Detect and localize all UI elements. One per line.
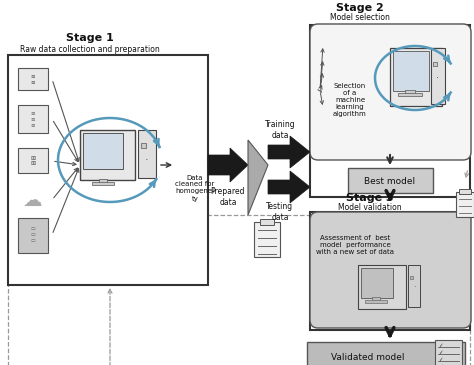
Bar: [358, 265, 406, 309]
Bar: [260, 219, 274, 225]
Bar: [459, 189, 471, 194]
Polygon shape: [248, 140, 268, 215]
Text: Prepared
data: Prepared data: [211, 187, 245, 207]
Polygon shape: [268, 136, 310, 168]
Text: Stage 3: Stage 3: [346, 193, 394, 203]
Bar: [138, 130, 156, 178]
Bar: [254, 222, 280, 257]
Bar: [310, 212, 470, 330]
Bar: [8, 215, 470, 365]
Text: ✓: ✓: [438, 350, 443, 356]
Text: Training
data: Training data: [264, 120, 295, 140]
Bar: [18, 218, 48, 253]
Bar: [80, 130, 135, 180]
Bar: [372, 297, 380, 301]
Text: Model selection: Model selection: [330, 14, 390, 23]
Bar: [456, 192, 474, 217]
Text: ▭
▭
▭: ▭ ▭ ▭: [31, 227, 35, 243]
Text: Testing
data: Testing data: [266, 202, 293, 222]
Bar: [8, 55, 208, 285]
Polygon shape: [268, 171, 310, 203]
Bar: [390, 48, 442, 106]
FancyBboxPatch shape: [310, 24, 471, 160]
Text: ·: ·: [437, 73, 439, 83]
Text: ☁: ☁: [23, 191, 43, 210]
Text: ✓: ✓: [438, 357, 443, 362]
Text: Stage 1: Stage 1: [66, 33, 114, 43]
Bar: [433, 62, 437, 66]
Bar: [310, 25, 470, 197]
Bar: [408, 265, 420, 307]
Bar: [141, 143, 146, 148]
Bar: [410, 276, 413, 279]
Text: Validated model: Validated model: [331, 353, 405, 361]
Text: Raw data collection and preparation: Raw data collection and preparation: [20, 46, 160, 54]
Bar: [361, 268, 393, 298]
Text: Data
cleaned for
homogenei
ty: Data cleaned for homogenei ty: [175, 174, 215, 201]
Bar: [348, 168, 433, 193]
Text: ·: ·: [145, 155, 149, 165]
Bar: [405, 90, 415, 94]
Bar: [307, 342, 465, 365]
Bar: [83, 133, 123, 169]
FancyBboxPatch shape: [310, 212, 471, 328]
Polygon shape: [208, 148, 248, 182]
Text: Best model: Best model: [365, 177, 416, 185]
Bar: [92, 182, 114, 185]
Bar: [365, 300, 387, 303]
Bar: [18, 105, 48, 133]
Text: ≡
≡: ≡ ≡: [31, 74, 35, 84]
Bar: [18, 148, 48, 173]
Bar: [18, 68, 48, 90]
Text: ≡
≡
≡: ≡ ≡ ≡: [31, 111, 35, 127]
Text: ✓: ✓: [438, 343, 443, 349]
Text: Assessment of  best
model  performance
with a new set of data: Assessment of best model performance wit…: [316, 235, 394, 255]
Text: ⊞
⊞: ⊞ ⊞: [30, 155, 36, 166]
Bar: [393, 51, 429, 91]
Text: ·: ·: [413, 284, 415, 292]
Text: Stage 2: Stage 2: [336, 3, 384, 13]
Bar: [435, 340, 462, 365]
Text: Selection
of a
machine
learning
algorithm: Selection of a machine learning algorith…: [333, 83, 367, 117]
Bar: [398, 93, 422, 96]
Bar: [99, 179, 107, 183]
Bar: [431, 48, 445, 104]
Text: Model validation: Model validation: [338, 204, 402, 212]
